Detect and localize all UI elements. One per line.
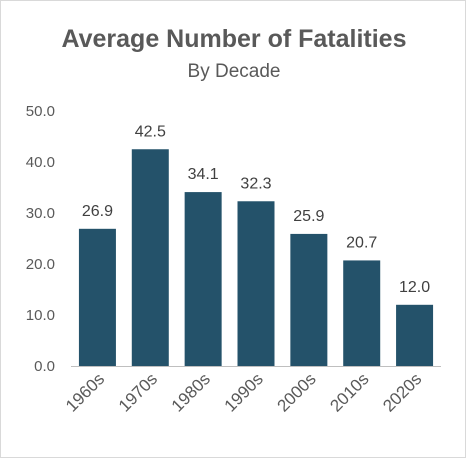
data-label-2010s: 20.7 — [346, 234, 377, 251]
x-tick-label-2010s: 2010s — [326, 369, 372, 415]
data-label-1970s: 42.5 — [135, 123, 166, 140]
data-label-1980s: 34.1 — [188, 166, 219, 183]
x-axis: 1960s 1970s 1980s 1990s 2000s 2010s 2020s — [62, 366, 441, 416]
bar-2020s — [396, 304, 434, 366]
x-tick-label-1970s: 1970s — [115, 369, 161, 415]
data-label-2020s: 12.0 — [399, 279, 430, 296]
bar-2010s — [343, 260, 381, 366]
chart-title: Average Number of Fatalities — [61, 25, 406, 53]
y-tick-label: 30.0 — [26, 205, 55, 222]
y-tick-label: 40.0 — [26, 154, 55, 171]
data-label-2000s: 25.9 — [293, 208, 324, 225]
bar-1980s — [184, 192, 222, 366]
y-tick-label: 20.0 — [26, 256, 55, 273]
y-tick-label: 0.0 — [34, 358, 55, 375]
data-label-1960s: 26.9 — [82, 203, 113, 220]
bars — [78, 149, 434, 366]
y-tick-label: 50.0 — [26, 103, 55, 120]
bar-1970s — [131, 149, 169, 366]
x-tick-label-1980s: 1980s — [168, 369, 214, 415]
bar-2000s — [290, 233, 328, 366]
x-tick-label-1960s: 1960s — [62, 369, 108, 415]
x-tick-label-1990s: 1990s — [221, 369, 267, 415]
bar-1990s — [237, 201, 275, 366]
chart-subtitle: By Decade — [188, 61, 281, 82]
x-tick-label-2000s: 2000s — [273, 369, 319, 415]
y-axis: 0.0 10.0 20.0 30.0 40.0 50.0 — [26, 103, 55, 375]
data-label-1990s: 32.3 — [240, 175, 271, 192]
x-tick-label-2020s: 2020s — [379, 369, 425, 415]
data-labels: 26.9 42.5 34.1 32.3 25.9 20.7 12.0 — [82, 123, 430, 296]
y-tick-label: 10.0 — [26, 307, 55, 324]
bar-1960s — [78, 228, 116, 366]
